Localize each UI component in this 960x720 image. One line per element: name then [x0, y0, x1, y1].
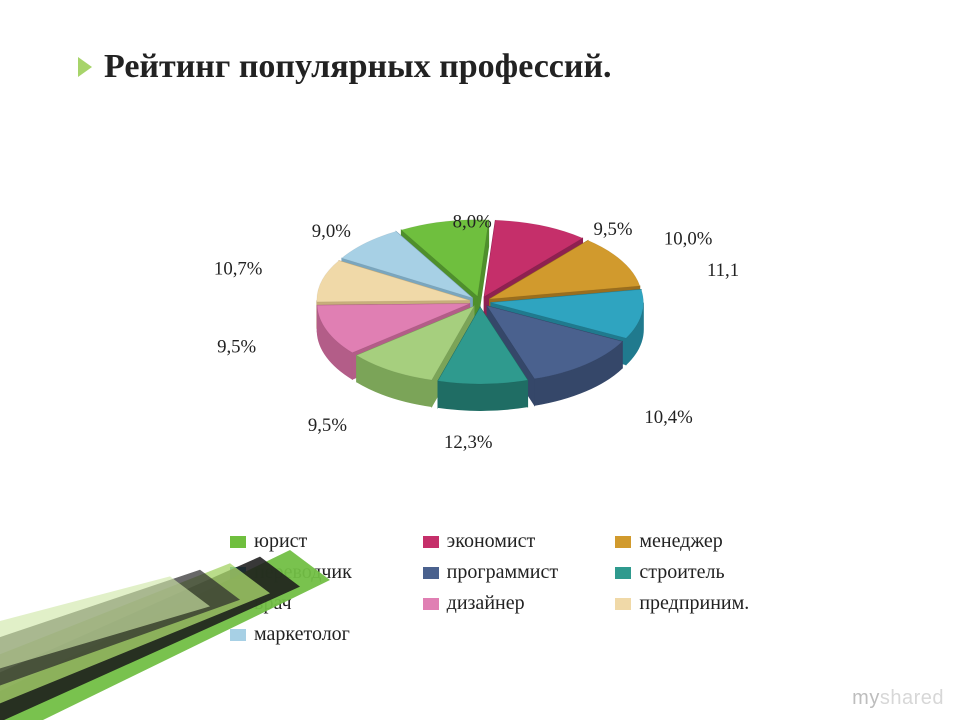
title-bullet-icon	[78, 57, 92, 77]
legend-label: строитель	[639, 561, 724, 584]
slice-label: 10,4%	[644, 407, 692, 428]
slice-label: 9,0%	[312, 221, 351, 242]
slide-title-row: Рейтинг популярных профессий.	[78, 48, 612, 86]
legend-swatch	[615, 598, 631, 610]
legend-label: маркетолог	[254, 623, 350, 646]
legend-item: программист	[423, 561, 598, 584]
slice-label: 12,3%	[444, 432, 492, 453]
legend-label: предприним.	[639, 592, 749, 615]
slice-label: 9,5%	[217, 337, 256, 358]
slice-label: 11,1	[707, 260, 739, 281]
legend-label: программист	[447, 561, 558, 584]
legend-label: менеджер	[639, 530, 722, 553]
legend-swatch	[423, 536, 439, 548]
watermark: myshared	[852, 687, 944, 710]
legend-item: маркетолог	[230, 623, 405, 646]
slice-label: 10,7%	[214, 258, 262, 279]
legend-item: предприним.	[615, 592, 790, 615]
watermark-right: shared	[880, 687, 944, 709]
pie-chart: 9,5% 10,0% 11,1 10,4% 12,3% 9,5% 9,5% 10,7% 9,0%…	[0, 110, 960, 475]
legend-label: переводчик	[254, 561, 352, 584]
legend-item: менеджер	[615, 530, 790, 553]
legend-item: врач	[230, 592, 405, 615]
legend-item: дизайнер	[423, 592, 598, 615]
legend-swatch	[230, 567, 246, 579]
legend-item: экономист	[423, 530, 598, 553]
slice-label: 8,0%	[453, 211, 492, 232]
slice-label: 9,5%	[308, 415, 347, 436]
legend-item: переводчик	[230, 561, 405, 584]
legend-swatch	[230, 536, 246, 548]
slice-label: 9,5%	[593, 219, 632, 240]
slide-title: Рейтинг популярных профессий.	[104, 48, 612, 86]
legend-swatch	[230, 629, 246, 641]
legend-label: врач	[254, 592, 292, 615]
legend: юрист экономист менеджер переводчик программ…	[230, 530, 790, 646]
legend-swatch	[615, 536, 631, 548]
legend-item: строитель	[615, 561, 790, 584]
legend-swatch	[423, 598, 439, 610]
slice-label: 10,0%	[664, 229, 712, 250]
legend-label: юрист	[254, 530, 307, 553]
legend-swatch	[423, 567, 439, 579]
pie-svg: 9,5% 10,0% 11,1 10,4% 12,3% 9,5% 9,5% 10,7% 9,0%…	[160, 110, 800, 470]
watermark-left: my	[852, 687, 880, 709]
legend-label: дизайнер	[447, 592, 525, 615]
legend-swatch	[615, 567, 631, 579]
legend-swatch	[230, 598, 246, 610]
legend-label: экономист	[447, 530, 536, 553]
legend-item: юрист	[230, 530, 405, 553]
